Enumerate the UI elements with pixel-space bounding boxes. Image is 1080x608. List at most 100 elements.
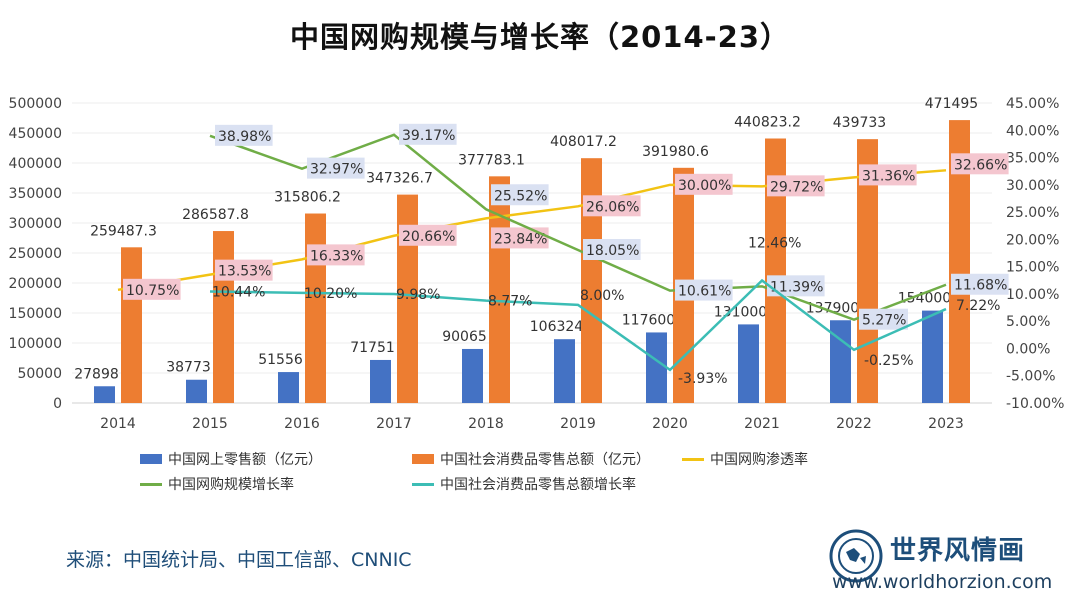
globe-compass-icon: [829, 529, 883, 583]
data-label-bg: [215, 124, 273, 146]
line-value-label: 25.52%: [494, 188, 547, 204]
bar-total-retail: [397, 194, 418, 403]
line-total-growth: [209, 278, 947, 372]
bar-value-label: 347326.7: [366, 171, 433, 187]
left-axis-tick: 50000: [17, 366, 62, 382]
line-value-label: 10.20%: [304, 286, 357, 302]
right-axis-tick: 15.00%: [1006, 260, 1059, 276]
bar-value-label: 106324: [530, 319, 584, 335]
right-axis-tick: 40.00%: [1006, 123, 1059, 139]
x-axis-tick: 2023: [928, 416, 964, 432]
data-label-bg: [399, 123, 457, 145]
bar-online-retail: [738, 324, 759, 403]
right-axis-tick: 10.00%: [1006, 287, 1059, 303]
data-label-bg: [951, 153, 1009, 175]
legend-item-online-retail: 中国网上零售额（亿元）: [140, 449, 322, 469]
legend-label: 中国社会消费品零售总额增长率: [440, 477, 636, 493]
legend-label: 中国社会消费品零售总额（亿元）: [440, 452, 650, 468]
data-label-bg: [583, 195, 641, 217]
left-axis-tick: 350000: [9, 186, 62, 202]
line-value-label: 20.66%: [402, 229, 455, 245]
legend-item-scale-growth: 中国网购规模增长率: [140, 474, 294, 494]
line-value-label: 32.66%: [954, 157, 1007, 173]
chart-title: 中国网购规模与增长率（2014-23）: [289, 20, 791, 54]
data-label-bg: [583, 239, 641, 260]
line-value-label: 18.05%: [586, 243, 639, 259]
bar-value-label: 377783.1: [458, 152, 525, 168]
legend-item-penetration: 中国网购渗透率: [682, 449, 808, 469]
bar-value-label: 471495: [925, 96, 978, 112]
x-axis-tick: 2018: [468, 416, 504, 432]
legend-swatch: [682, 457, 704, 461]
line-value-label: 31.36%: [862, 168, 915, 184]
right-axis-tick: 20.00%: [1006, 232, 1059, 248]
left-axis-tick: 250000: [9, 246, 62, 262]
bar-total-retail: [581, 158, 602, 403]
x-axis-tick: 2020: [652, 416, 688, 432]
left-axis-tick: 450000: [9, 126, 62, 142]
legend-item-total-retail: 中国社会消费品零售总额（亿元）: [412, 449, 650, 469]
logo: 世界风情画 www.worldhorzion.com: [828, 526, 1058, 596]
left-axis-tick: 500000: [9, 96, 62, 112]
right-axis-tick: 5.00%: [1006, 314, 1050, 330]
bar-value-label: 259487.3: [90, 223, 157, 239]
line-value-label: 13.53%: [218, 264, 271, 280]
data-label-bg: [675, 173, 733, 195]
line-scale-growth: [209, 133, 947, 322]
line-value-label: 8.00%: [580, 288, 624, 304]
bar-value-label: 408017.2: [550, 134, 617, 150]
legend-swatch: [412, 454, 434, 464]
x-axis-tick: 2016: [284, 416, 320, 432]
bar-total-retail: [857, 139, 878, 403]
bar-online-retail: [462, 348, 483, 403]
bar-total-retail: [949, 120, 970, 403]
legend-swatch: [140, 454, 162, 464]
data-label-bg: [307, 244, 365, 266]
line-value-label: 16.33%: [310, 248, 363, 264]
line-value-label: 7.22%: [956, 298, 1000, 314]
x-axis-tick: 2021: [744, 416, 780, 432]
line-value-label: 10.44%: [212, 285, 265, 301]
bar-online-retail: [186, 379, 207, 403]
bar-value-label: 51556: [258, 352, 303, 368]
data-label-bg: [123, 278, 181, 300]
data-label-bg: [767, 275, 825, 297]
logo-name: 世界风情画: [890, 536, 1026, 566]
data-label-bg: [491, 184, 549, 206]
bar-total-retail: [121, 247, 142, 403]
bar-online-retail: [830, 320, 851, 403]
bar-online-retail: [94, 386, 115, 403]
line-value-label: 39.17%: [402, 128, 455, 144]
bar-value-label: 131000: [714, 304, 767, 320]
line-value-label: 10.61%: [678, 284, 731, 300]
data-label-bg: [491, 227, 549, 249]
bar-value-label: 439733: [833, 115, 886, 131]
line-value-label: 5.27%: [862, 313, 906, 329]
data-label-bg: [859, 308, 908, 330]
line-value-label: 8.77%: [488, 294, 532, 310]
right-axis-tick: 0.00%: [1006, 341, 1050, 357]
bar-value-label: 71751: [350, 340, 395, 356]
bar-total-retail: [765, 138, 786, 403]
source-note: 来源：中国统计局、中国工信部、CNNIC: [66, 549, 412, 571]
right-axis-tick: 35.00%: [1006, 151, 1059, 167]
data-label-bg: [307, 157, 365, 179]
left-axis-tick: 200000: [9, 276, 62, 292]
left-axis-tick: 300000: [9, 216, 62, 232]
line-value-label: -0.25%: [864, 353, 914, 369]
legend-item-total-growth: 中国社会消费品零售总额增长率: [412, 474, 636, 494]
data-label-bg: [215, 259, 273, 281]
bar-value-label: 117600: [622, 312, 675, 328]
bar-value-label: 90065: [442, 329, 487, 345]
data-label-bg: [859, 164, 917, 186]
bar-online-retail: [922, 310, 943, 403]
bar-online-retail: [278, 372, 299, 403]
right-axis-tick: -5.00%: [1006, 369, 1056, 385]
line-value-label: 9.98%: [396, 287, 440, 303]
right-axis-tick: 25.00%: [1006, 205, 1059, 221]
logo-url: www.worldhorzion.com: [832, 571, 1053, 593]
left-axis-tick: 400000: [9, 156, 62, 172]
data-label-bg: [951, 273, 1009, 295]
line-value-label: 11.39%: [770, 279, 823, 295]
bar-value-label: 391980.6: [642, 144, 709, 160]
